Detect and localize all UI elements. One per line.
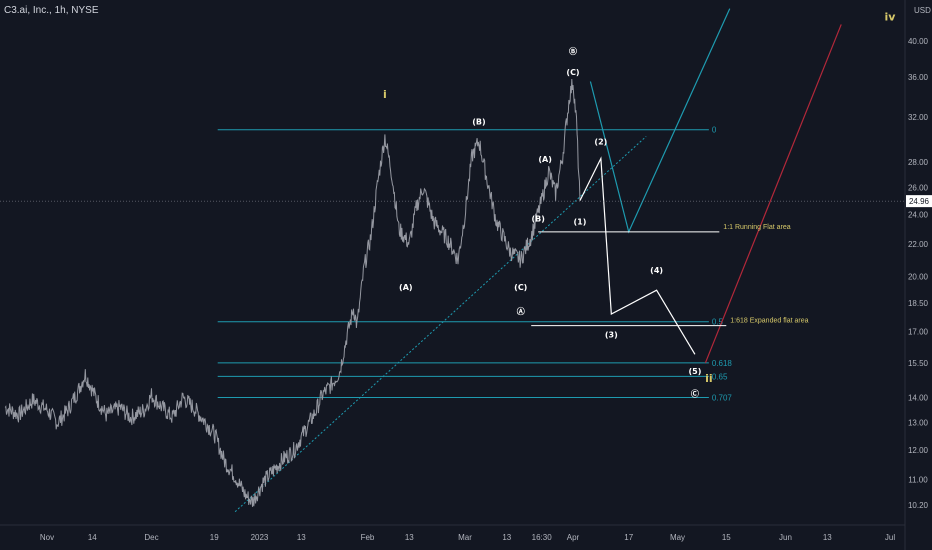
x-tick-label: Nov — [40, 533, 54, 542]
y-tick-label: 20.00 — [908, 272, 929, 281]
y-tick-label: 40.00 — [908, 37, 929, 46]
price-series-line — [4, 78, 581, 507]
y-tick-label: 18.50 — [908, 299, 929, 308]
y-tick-label: 32.00 — [908, 113, 929, 122]
x-tick-label: 2023 — [251, 533, 269, 542]
wave-label: Ⓑ — [569, 46, 577, 56]
x-tick-label: 19 — [210, 533, 219, 542]
currency-label: USD — [914, 6, 931, 15]
x-tick-label: Jul — [885, 533, 895, 542]
x-tick-label: 17 — [624, 533, 633, 542]
wave-label: (1) — [574, 218, 587, 227]
x-tick-label: Feb — [361, 533, 375, 542]
x-tick-label: 13 — [823, 533, 832, 542]
y-tick-label: 36.00 — [908, 73, 929, 82]
x-tick-label: May — [670, 533, 685, 542]
y-tick-label: 14.00 — [908, 393, 929, 402]
expanded-flat-label: 1:618 Expanded flat area — [730, 318, 808, 325]
fib-level-label: 0 — [712, 126, 717, 135]
fib-level-label: 0.618 — [712, 359, 733, 368]
wave-label: (4) — [650, 266, 663, 275]
x-tick-label: Apr — [567, 533, 580, 542]
wave-label: iv — [885, 10, 897, 23]
wave-label: (B) — [531, 215, 544, 224]
wave-label: ii — [705, 372, 713, 385]
y-tick-label: 28.00 — [908, 158, 929, 167]
running-flat-label: 1:1 Running Flat area — [723, 224, 790, 231]
wave-label: Ⓒ — [691, 388, 699, 398]
wave-label: (A) — [538, 155, 552, 164]
chart-title: C3.ai, Inc., 1h, NYSE — [4, 5, 99, 16]
fib-level-label: 0.707 — [712, 393, 733, 402]
wave-label: (3) — [605, 331, 618, 340]
y-tick-label: 26.00 — [908, 183, 929, 192]
current-price-tag — [906, 195, 932, 208]
wave-label: (C) — [514, 283, 527, 292]
x-tick-label: 14 — [88, 533, 97, 542]
projected-wave-path — [579, 156, 696, 355]
y-tick-label: 11.00 — [908, 475, 928, 484]
fib-level-label: 0.65 — [712, 372, 728, 381]
wave-label: (A) — [399, 283, 413, 292]
current-price-value: 24.96 — [909, 197, 930, 206]
y-tick-label: 12.00 — [908, 446, 929, 455]
x-tick-label: 16:30 — [532, 533, 553, 542]
x-tick-label: 13 — [502, 533, 511, 542]
y-tick-label: 22.00 — [908, 240, 929, 249]
wave-label: Ⓐ — [517, 306, 525, 316]
wave-label: (5) — [688, 367, 701, 376]
support-trendline — [234, 136, 647, 513]
red-projection-line — [704, 24, 842, 364]
y-tick-label: 10.20 — [908, 501, 929, 510]
y-tick-label: 17.00 — [908, 328, 929, 337]
x-tick-label: 13 — [405, 533, 414, 542]
wave-label: (C) — [566, 68, 579, 77]
y-tick-label: 13.00 — [908, 419, 929, 428]
fib-level-label: 0.5 — [712, 318, 724, 327]
wave-label: (B) — [472, 117, 485, 126]
x-tick-label: Jun — [779, 533, 792, 542]
y-tick-label: 15.50 — [908, 359, 929, 368]
wave-label: i — [383, 88, 387, 101]
x-tick-label: Dec — [144, 533, 158, 542]
x-tick-label: 13 — [297, 533, 306, 542]
y-tick-label: 24.00 — [908, 210, 929, 219]
wave-label: (2) — [594, 137, 607, 146]
x-tick-label: 15 — [722, 533, 731, 542]
x-tick-label: Mar — [458, 533, 472, 542]
